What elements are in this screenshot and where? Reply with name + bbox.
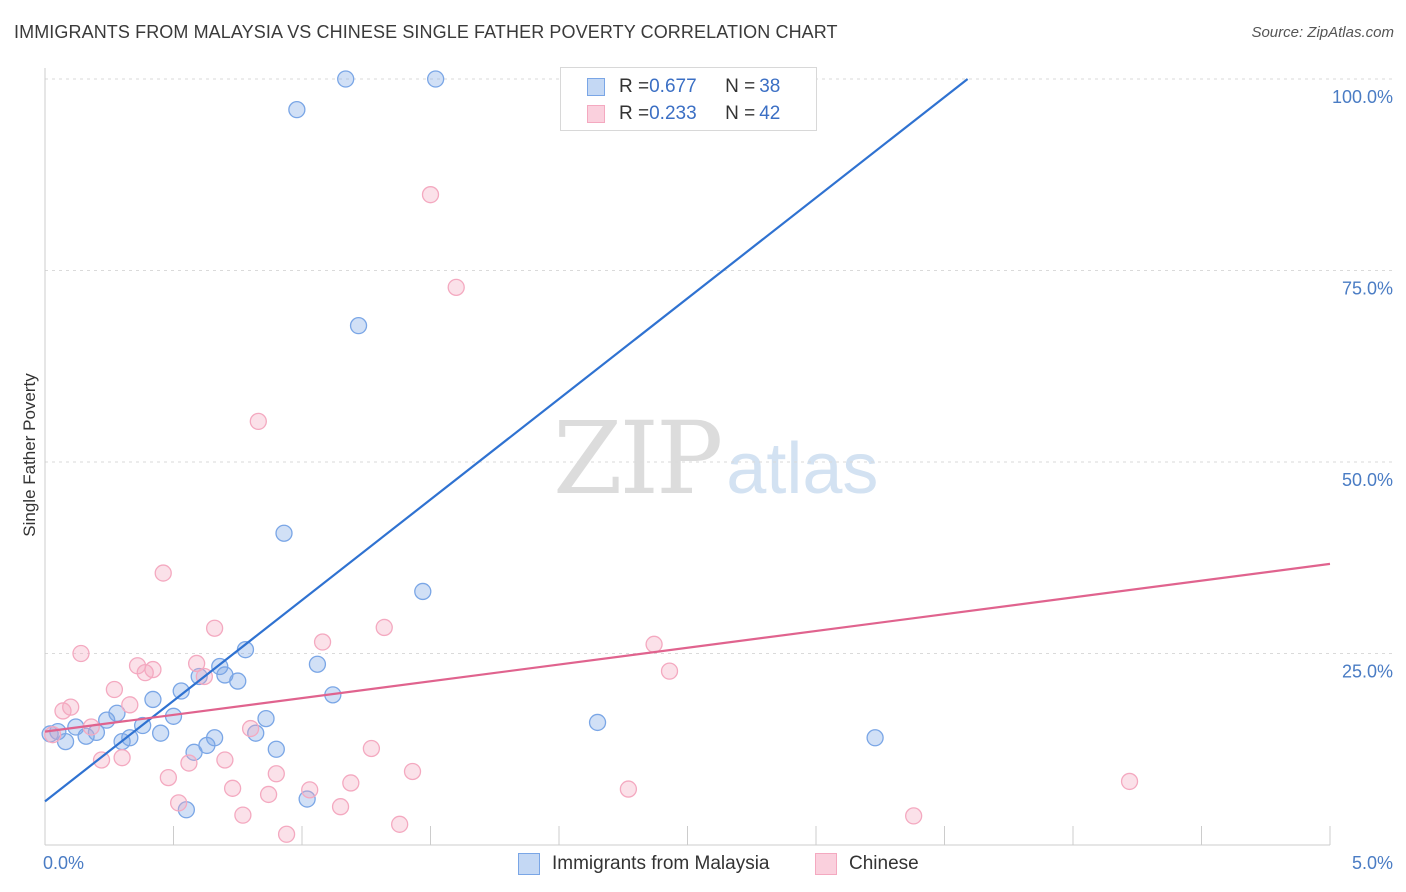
data-point [391,815,409,833]
data-point [313,633,332,651]
chart-title: IMMIGRANTS FROM MALAYSIA VS CHINESE SING… [14,22,838,42]
stats-n-value: 42 [759,103,781,124]
legend-swatch-chinese [815,853,837,875]
stats-swatch-malaysia [587,78,605,96]
data-point [275,524,293,542]
gridlines [45,78,1392,654]
data-point [144,690,162,709]
stats-legend: R = 0.677 N = 38 R = 0.233 N = 42 [560,67,817,131]
data-point [62,698,80,716]
data-point [151,724,170,742]
data-point [144,660,162,679]
data-point [234,806,252,824]
data-point [447,278,465,297]
stats-r-value: 0.677 [649,76,697,97]
series-legend: Immigrants from Malaysia Chinese [0,850,1406,880]
data-point [588,713,607,732]
data-point [331,798,350,816]
data-point [190,667,208,686]
stats-row-chinese: R = 0.233 N = 42 [587,100,780,128]
y-tick-label: 50.0% [1342,470,1393,490]
stats-swatch-chinese [587,105,605,123]
data-point [121,696,139,714]
data-point [105,680,124,699]
data-point [154,564,172,582]
stats-r-label: R = [619,103,650,124]
legend-swatch-malaysia [518,853,540,875]
data-point [337,70,355,88]
legend-label-malaysia: Immigrants from Malaysia [552,853,770,874]
data-point [1120,772,1139,791]
data-point [216,751,234,769]
y-tick-label: 25.0% [1342,662,1393,682]
stats-row-malaysia: R = 0.677 N = 38 [587,73,780,101]
stats-n-label: N = [725,76,756,97]
data-point [301,781,319,799]
data-point [169,794,188,812]
data-point [277,825,296,843]
trend-line-0 [44,78,969,803]
data-point [403,762,422,781]
x-tick-label: 5.0% [1352,853,1393,873]
trend-line-1 [44,562,1331,733]
data-point [249,412,267,431]
data-point [660,662,679,680]
source-label: Source: ZipAtlas.com [1251,24,1394,41]
data-point [342,774,360,792]
legend-item-chinese[interactable]: Chinese [815,853,919,875]
data-point [645,635,663,653]
data-point [92,751,111,769]
tick-labels: 25.0% 50.0% 75.0% 100.0% 0.0% 5.0% [43,87,1393,873]
data-point [414,582,432,601]
data-point [180,754,198,772]
data-point [619,780,638,798]
stats-n-label: N = [725,103,756,124]
data-point [267,740,285,758]
data-point [426,70,445,88]
data-point [172,682,190,700]
data-point [308,655,327,673]
x-tick-label: 0.0% [43,853,84,873]
data-point [375,618,393,637]
data-point [223,779,242,797]
legend-label-chinese: Chinese [849,853,919,874]
data-point [205,619,224,637]
y-tick-label: 75.0% [1342,279,1393,299]
y-tick-label: 100.0% [1332,87,1393,107]
data-point [362,739,381,758]
data-point [113,749,131,767]
data-point [159,768,178,787]
data-point [288,100,306,119]
data-point [866,729,884,747]
axes [44,68,1331,846]
data-point [421,186,440,204]
stats-n-value: 38 [759,76,781,97]
data-point [229,672,247,690]
data-point [905,807,923,825]
data-point [77,727,95,745]
data-point [257,709,275,728]
data-point [267,765,285,783]
data-point [121,729,139,747]
data-point [259,785,278,804]
data-point [72,644,90,663]
data-point [247,724,265,742]
data-point [205,729,224,747]
stats-r-label: R = [619,76,650,97]
data-point [187,654,206,673]
stats-r-value: 0.233 [649,103,697,124]
data-point [349,317,368,335]
trend-lines [44,78,1331,803]
data-point [241,719,260,738]
legend-item-malaysia[interactable]: Immigrants from Malaysia [518,853,770,875]
